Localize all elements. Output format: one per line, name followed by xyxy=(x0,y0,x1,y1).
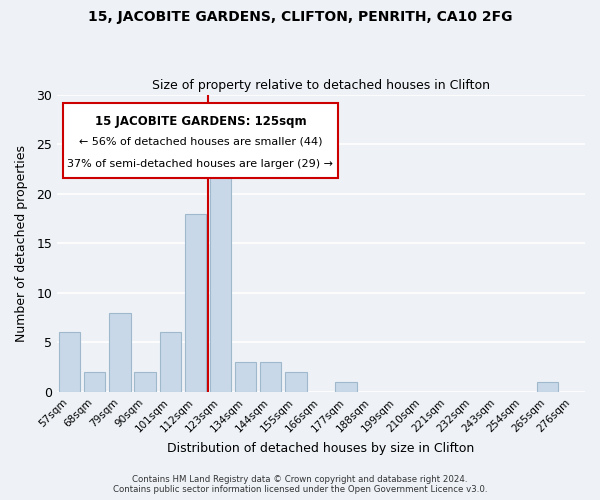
Bar xyxy=(185,214,206,392)
Bar xyxy=(235,362,256,392)
Text: Contains HM Land Registry data © Crown copyright and database right 2024.: Contains HM Land Registry data © Crown c… xyxy=(132,475,468,484)
Text: 37% of semi-detached houses are larger (29) →: 37% of semi-detached houses are larger (… xyxy=(67,159,334,169)
Bar xyxy=(260,362,281,392)
Bar xyxy=(335,382,357,392)
Title: Size of property relative to detached houses in Clifton: Size of property relative to detached ho… xyxy=(152,79,490,92)
Bar xyxy=(59,332,80,392)
Bar xyxy=(285,372,307,392)
Bar xyxy=(109,312,131,392)
Text: Contains public sector information licensed under the Open Government Licence v3: Contains public sector information licen… xyxy=(113,485,487,494)
Bar xyxy=(84,372,106,392)
Bar xyxy=(160,332,181,392)
Bar xyxy=(536,382,558,392)
Text: ← 56% of detached houses are smaller (44): ← 56% of detached houses are smaller (44… xyxy=(79,137,322,147)
X-axis label: Distribution of detached houses by size in Clifton: Distribution of detached houses by size … xyxy=(167,442,475,455)
Bar xyxy=(210,144,231,392)
Text: 15, JACOBITE GARDENS, CLIFTON, PENRITH, CA10 2FG: 15, JACOBITE GARDENS, CLIFTON, PENRITH, … xyxy=(88,10,512,24)
Text: 15 JACOBITE GARDENS: 125sqm: 15 JACOBITE GARDENS: 125sqm xyxy=(95,114,306,128)
Bar xyxy=(134,372,156,392)
Y-axis label: Number of detached properties: Number of detached properties xyxy=(15,145,28,342)
